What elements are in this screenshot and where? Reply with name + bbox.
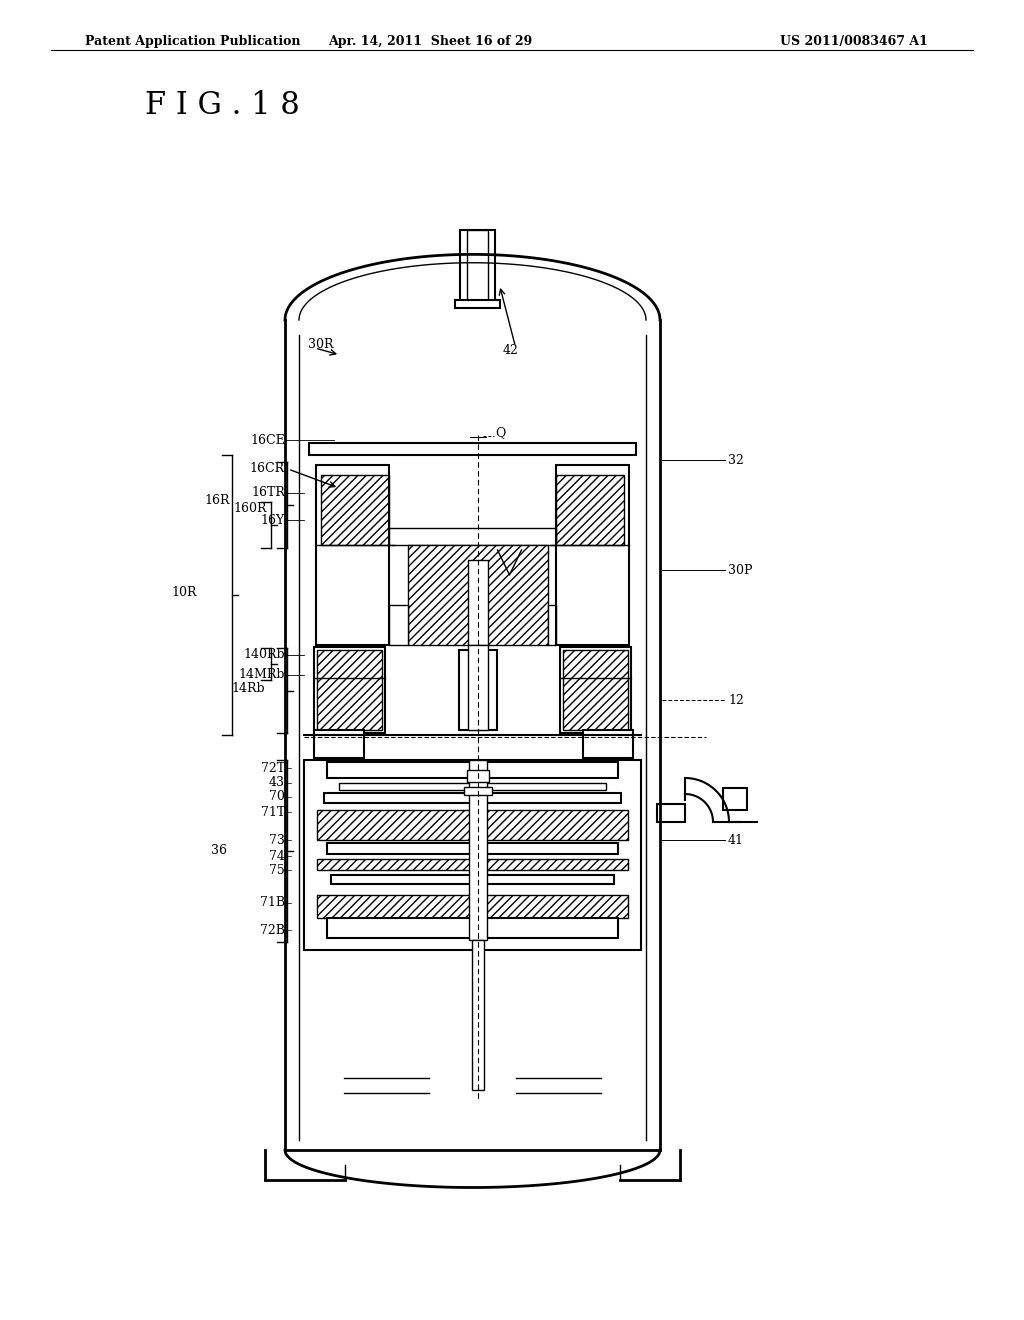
Bar [460,230,495,305]
Bar [468,560,487,645]
Bar [563,649,628,730]
Bar [304,760,641,950]
Bar [408,545,548,645]
Bar [327,917,618,939]
Text: 30P: 30P [728,564,753,577]
Bar [548,605,556,645]
Text: 72T: 72T [261,762,285,775]
Bar [459,649,497,730]
Text: 74: 74 [269,850,285,862]
Text: 36: 36 [211,845,227,858]
Bar [321,475,389,545]
Text: 16CE: 16CE [250,433,285,446]
Bar [314,647,385,733]
Text: 30R: 30R [308,338,334,351]
Bar [309,444,636,455]
Bar [469,760,486,940]
Text: Apr. 14, 2011  Sheet 16 of 29: Apr. 14, 2011 Sheet 16 of 29 [328,36,532,48]
Bar [339,783,606,789]
Text: 32: 32 [728,454,743,466]
Text: 16CR: 16CR [250,462,285,474]
Bar [560,647,631,733]
Bar [331,875,614,884]
Text: 71T: 71T [261,805,285,818]
Bar [317,810,628,840]
Bar [317,895,628,917]
Bar [327,762,618,777]
Text: US 2011/0083467 A1: US 2011/0083467 A1 [780,36,928,48]
Text: 72B: 72B [260,924,285,936]
Bar [389,528,556,545]
Text: 16TR: 16TR [251,487,285,499]
Bar [471,940,483,1090]
Text: 140Rb: 140Rb [244,648,285,661]
Bar [327,843,618,854]
Bar [467,230,488,305]
Text: Patent Application Publication: Patent Application Publication [85,36,300,48]
Text: 160R: 160R [233,502,267,515]
Bar [314,730,364,758]
Bar [583,730,633,758]
Text: 12: 12 [728,693,743,706]
Bar [455,300,500,308]
Text: 42: 42 [503,343,518,356]
Text: 10R: 10R [171,586,197,598]
Text: Q: Q [496,426,506,440]
Bar [468,645,487,730]
Text: 16R: 16R [205,494,230,507]
Bar [317,649,382,730]
Text: F I G . 1 8: F I G . 1 8 [145,90,300,121]
Bar [657,804,685,822]
Bar [316,465,389,645]
Text: 16Y: 16Y [261,513,285,527]
Text: 14MRb: 14MRb [239,668,285,681]
Text: 70: 70 [269,791,285,804]
Bar [556,465,629,645]
Text: 75: 75 [269,863,285,876]
Bar [324,793,621,803]
Bar [723,788,746,810]
Text: 41: 41 [728,833,744,846]
Bar [464,787,492,795]
Bar [389,605,408,645]
Bar [317,859,628,870]
Text: 14Rb: 14Rb [231,681,265,694]
Bar [556,475,624,545]
Text: 71B: 71B [260,896,285,909]
Text: 73: 73 [269,833,285,846]
Bar [467,770,488,781]
Text: 43: 43 [269,776,285,789]
